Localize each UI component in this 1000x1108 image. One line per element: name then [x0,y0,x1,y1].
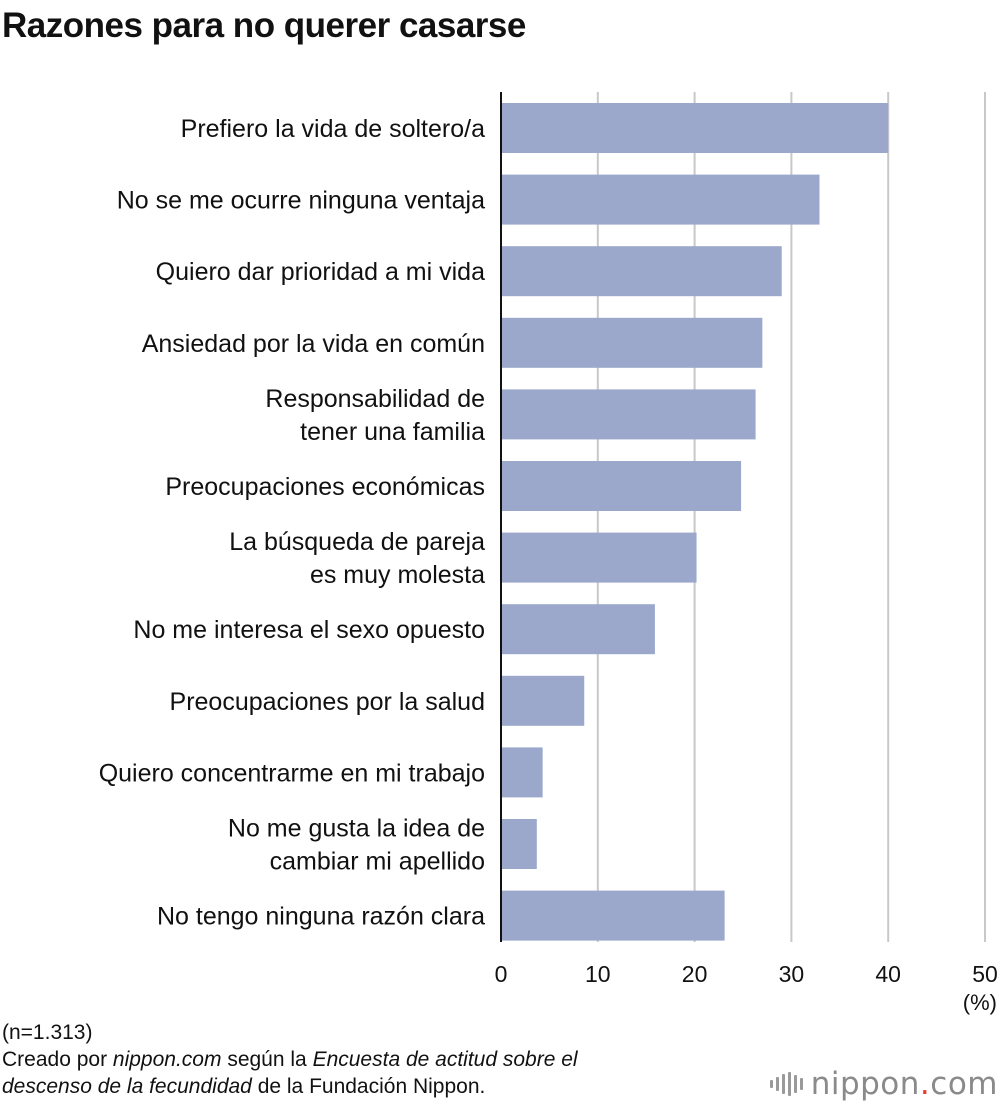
x-tick-label-30: 30 [779,961,805,987]
sample-size: (n=1.313) [2,1021,93,1044]
category-label-12: No tengo ninguna razón clara [157,903,485,931]
bar-8 [501,604,655,655]
chart-footer: (n=1.313) Creado por nippon.com según la… [2,1019,578,1100]
category-label-11: No me gusta la idea de cambiar mi apellid… [228,815,485,876]
tick-labels: 0 10 20 30 40 50 [495,961,998,987]
bar-12 [501,890,725,941]
category-label-4: Ansiedad por la vida en común [142,330,485,358]
bar-4 [501,317,763,368]
source-line-2: descenso de la fecundidad de la Fundació… [2,1075,486,1098]
category-labels: Prefiero la vida de soltero/a No se me oc… [99,115,485,931]
bar-7 [501,532,697,583]
category-label-5: Responsabilidad de tener una familia [265,385,485,446]
category-label-3: Quiero dar prioridad a mi vida [156,258,485,286]
bar-chart: Prefiero la vida de soltero/a No se me oc… [99,92,998,987]
x-tick-label-40: 40 [875,961,901,987]
brand-wordmark: nippon.com [810,1066,998,1102]
category-label-9: Preocupaciones por la salud [170,688,485,716]
bar-3 [501,246,782,297]
source-line-1: Creado por nippon.com según la Encuesta … [2,1048,578,1071]
category-label-10: Quiero concentrarme en mi trabajo [99,759,485,787]
bars [501,103,889,941]
soundwave-icon [769,1072,803,1096]
category-label-7: La búsqueda de pareja es muy molesta [229,528,485,589]
bar-2 [501,174,820,225]
bar-9 [501,675,585,726]
source-site: nippon.com [112,1048,222,1071]
nippon-logo: nippon.com [769,1066,998,1102]
x-tick-label-20: 20 [682,961,708,987]
gridlines [596,92,986,942]
axis-unit-label: (%) [962,990,997,1015]
category-label-2: No se me ocurre ninguna ventaja [117,187,485,215]
bar-1 [501,103,889,153]
bar-10 [501,747,543,798]
x-tick-label-10: 10 [585,961,611,987]
x-tick-label-50: 50 [972,961,998,987]
bar-11 [501,819,537,869]
category-label-1: Prefiero la vida de soltero/a [181,115,485,143]
bar-5 [501,389,756,440]
category-label-6: Preocupaciones económicas [165,473,485,501]
chart-title: Razones para no querer casarse [2,6,526,45]
bar-6 [501,461,742,511]
category-label-8: No me interesa el sexo opuesto [133,616,485,644]
x-tick-label-0: 0 [495,961,508,987]
